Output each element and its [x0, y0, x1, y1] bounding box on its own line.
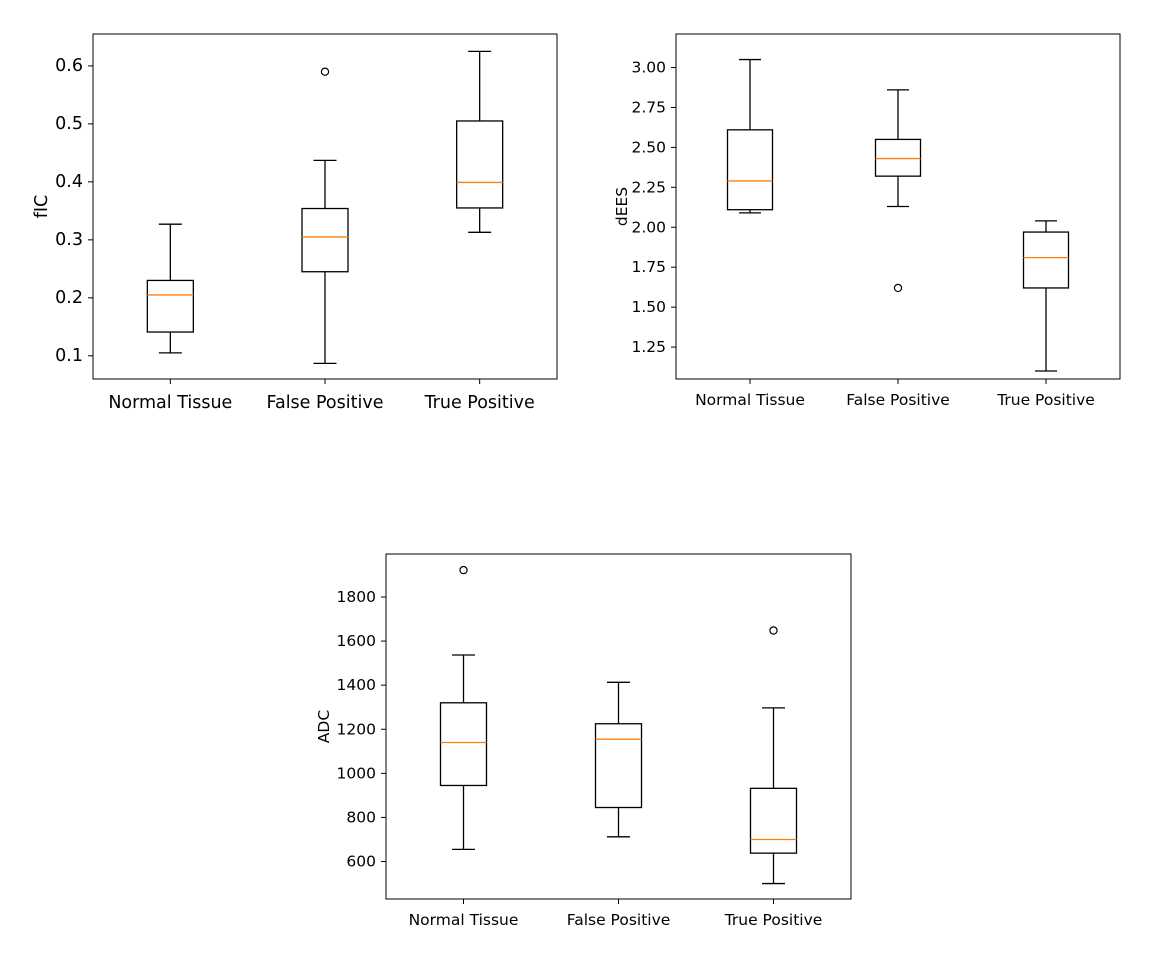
dees-ytick-label: 1.50 — [631, 298, 666, 316]
dees-false-positive-box — [874, 138, 922, 177]
dees-ytick-label: 2.25 — [631, 178, 666, 196]
adc-boxplot-chart: 600 800 1000 1200 1400 1600 1800 ADC Normal Tiss… — [315, 553, 852, 929]
adc-true-positive-outlier-point — [769, 626, 778, 635]
fic-ytick-label: 0.4 — [55, 172, 83, 192]
fic-false-positive-box — [301, 207, 349, 273]
adc-normal-tissue-outlier-point — [459, 565, 468, 575]
fic-true-positive-box — [456, 120, 504, 209]
adc-ylabel: ADC — [315, 710, 333, 743]
dees-normal-tissue-xtick-label: Normal Tissue — [695, 391, 805, 409]
adc-true-positive-xtick-label: True Positive — [724, 911, 823, 929]
dees-ytick-label: 3.00 — [631, 59, 666, 77]
adc-normal-tissue-xtick-label: Normal Tissue — [409, 911, 519, 929]
dees-boxplot-chart: 1.25 1.50 1.75 2.00 2.25 2.50 2.75 3.00 dEES Norm… — [613, 33, 1121, 409]
fic-boxplot-chart: 0.1 0.2 0.3 0.4 0.5 0.6 fIC Normal Tissue False … — [32, 33, 558, 413]
dees-ytick-label: 1.75 — [631, 258, 666, 276]
adc-ytick-label: 1800 — [337, 588, 376, 606]
fic-true-positive-xtick-label: True Positive — [424, 393, 535, 413]
fic-normal-tissue-xtick-label: Normal Tissue — [108, 393, 232, 413]
adc-ytick-label: 600 — [346, 853, 376, 871]
fic-ytick-label: 0.1 — [55, 346, 83, 366]
dees-ytick-label: 1.25 — [631, 338, 666, 356]
adc-ytick-label: 1000 — [337, 764, 376, 782]
adc-ytick-label: 1400 — [337, 676, 376, 694]
dees-ytick-label: 2.00 — [631, 218, 666, 236]
fic-false-positive-xtick-label: False Positive — [267, 393, 384, 413]
fic-ytick-label: 0.6 — [55, 56, 83, 76]
fic-ytick-label: 0.3 — [55, 230, 83, 250]
adc-true-positive-box — [749, 787, 798, 854]
fic-ytick-label: 0.5 — [55, 114, 83, 134]
dees-normal-tissue-box — [726, 129, 774, 211]
dees-ytick-label: 2.75 — [631, 98, 666, 116]
dees-false-positive-outlier-point — [893, 283, 903, 293]
dees-true-positive-xtick-label: True Positive — [996, 391, 1095, 409]
dees-false-positive-xtick-label: False Positive — [846, 391, 950, 409]
fic-ylabel: fIC — [32, 195, 52, 219]
fic-ytick-label: 0.2 — [55, 288, 83, 308]
adc-normal-tissue-box — [439, 702, 488, 787]
adc-ytick-label: 1200 — [337, 720, 376, 738]
dees-ytick-label: 2.50 — [631, 138, 666, 156]
adc-false-positive-box — [594, 723, 643, 809]
adc-ytick-label: 1600 — [337, 632, 376, 650]
adc-ytick-label: 800 — [346, 808, 376, 826]
dees-true-positive-box — [1022, 231, 1070, 289]
adc-false-positive-xtick-label: False Positive — [567, 911, 671, 929]
dees-ylabel: dEES — [613, 187, 631, 226]
fic-false-positive-outlier-point — [320, 67, 330, 76]
fic-normal-tissue-box — [146, 279, 194, 333]
